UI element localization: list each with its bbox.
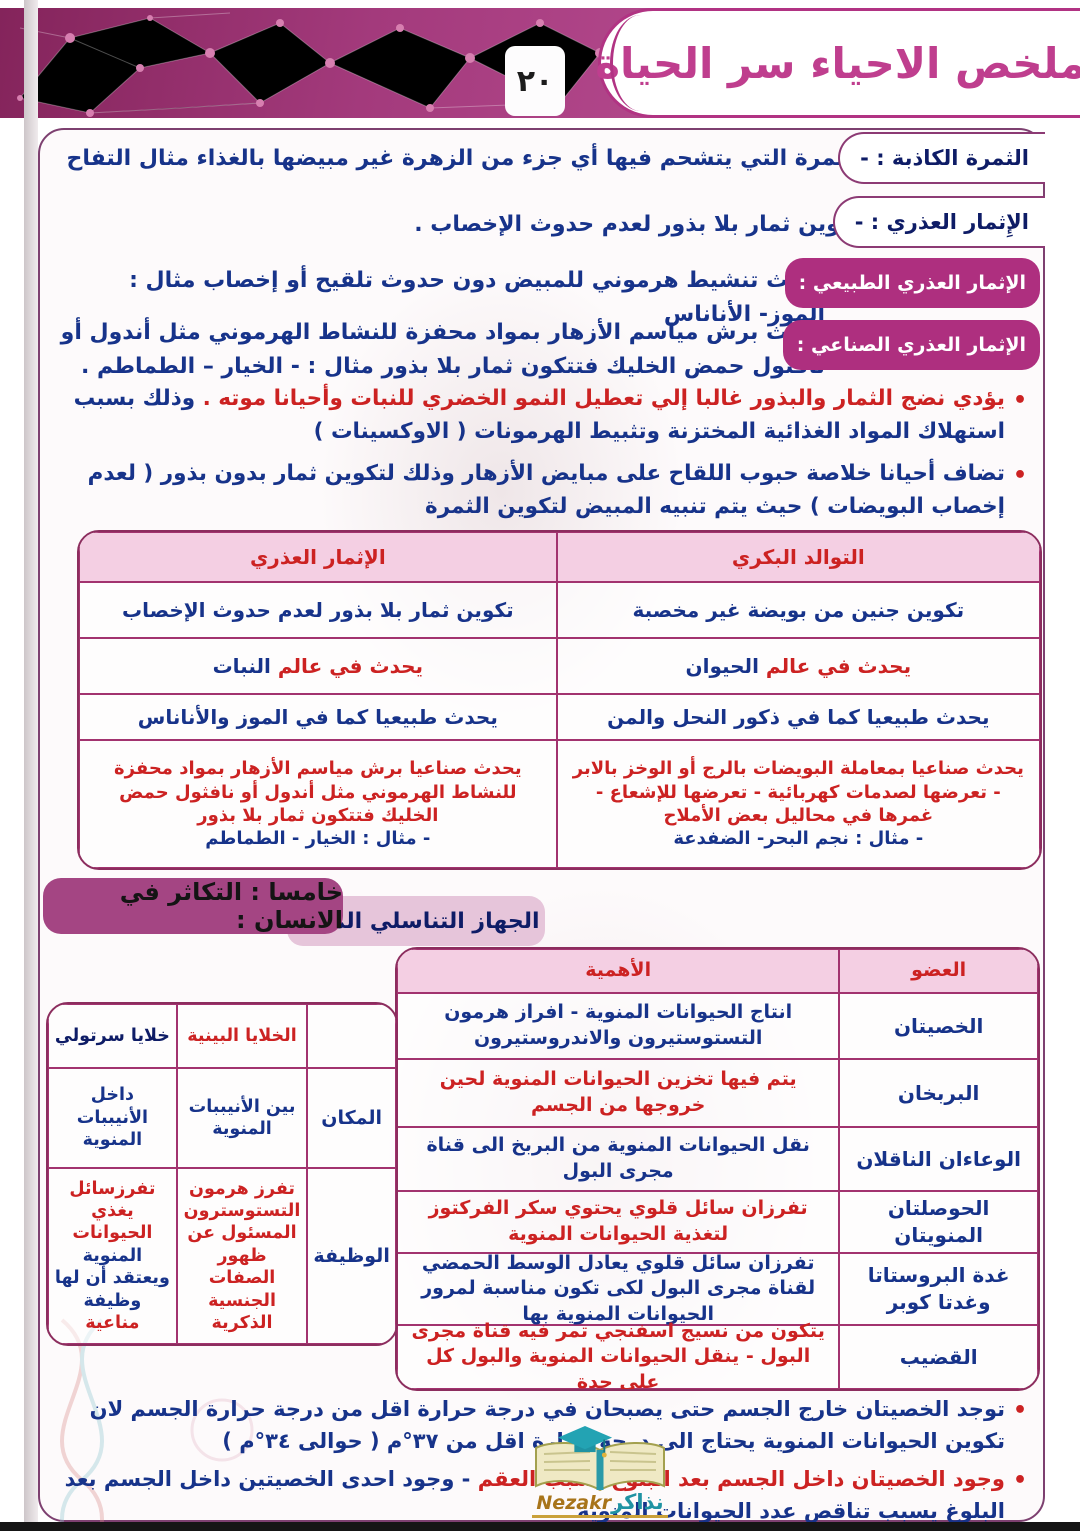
- compare-r2-left-blue: النبات: [212, 653, 271, 678]
- false-fruit-label: الثمرة الكاذبة : -: [838, 132, 1045, 184]
- organ-name: القضيب: [839, 1325, 1038, 1389]
- sertoli-func-red1: تفرزسائل يغذي الحيوانات: [69, 1178, 156, 1244]
- watermark-arabic: نذاكر: [611, 1490, 664, 1514]
- nezakr-watermark: نذاكرNezakr: [520, 1426, 680, 1530]
- scan-bottom-bar: [0, 1522, 1080, 1531]
- artificial-parthenocarpy-text: يحدث برش مياسم الأزهار بمواد محفزة للنشا…: [60, 320, 825, 379]
- compare-r2-left-red: يحدث في عالم: [277, 653, 424, 678]
- organ-name: البربخان: [839, 1059, 1038, 1127]
- testis-cells-table: الخلايا البينية خلايا سرتولي المكان بين …: [46, 1002, 398, 1346]
- watermark-text: نذاكرNezakr: [532, 1490, 668, 1518]
- page-edge-strip: [24, 0, 38, 1531]
- organ-name: غدة البروستاتا وغدتا كوبر: [839, 1253, 1038, 1325]
- parthenocarpy-label: الإِثمار العذري : -: [832, 196, 1045, 248]
- compare-header-parthenocarpy: الإثمار العذري: [79, 532, 557, 582]
- constellation-graphic: [17, 12, 651, 117]
- cells-place-interstitial: بين الأنيببات المنوية: [176, 1068, 308, 1168]
- compare-r1-right: تكوين جنين من بويضة غير مخصبة: [556, 582, 1040, 638]
- cells-header-empty: [307, 1004, 396, 1068]
- watermark-latin: Nezakr: [536, 1492, 612, 1514]
- false-fruit-definition: الثمرة التي يتشحم فيها أي جزء من الزهرة …: [66, 146, 861, 171]
- content-frame: الثمرة الكاذبة : - الثمرة التي يتشحم فيه…: [38, 128, 1045, 1531]
- page-title: ملخص الاحياء سر الحياة: [595, 38, 1080, 88]
- compare-r3-right: يحدث طبيعيا كما في ذكور النحل والمن: [556, 694, 1040, 740]
- note-ripening-blue: وذلك بسبب استهلاك المواد الغذائية المختز…: [73, 386, 1005, 444]
- parthenocarpy-definition: تكوين ثمار بلا بذور لعدم حدوث الإخصاب .: [414, 212, 861, 237]
- cells-place-sertoli: داخل الأنيببات المنوية: [48, 1068, 177, 1168]
- top-notes: • يؤدي نضج الثمار والبذور غالبا إلي تعطي…: [58, 382, 1027, 532]
- organ-importance: يتم فيها تخزين الحيوانات المنوية لحين خر…: [397, 1059, 840, 1127]
- network-pattern-art: [0, 8, 665, 118]
- bullet-dot-icon: •: [1012, 1468, 1027, 1493]
- dna-doodle: [60, 1318, 254, 1531]
- organs-table: العضو الأهمية الخصيتان انتاج الحيوانات ا…: [395, 947, 1040, 1391]
- sertoli-func-red2: مناعية: [85, 1312, 140, 1333]
- comparison-table: التوالد البكري الإثمار العذري تكوين جنين…: [77, 530, 1042, 870]
- organ-name: الوعاءان الناقلان: [839, 1127, 1038, 1191]
- compare-r2-right-blue: الحيوان: [685, 653, 759, 678]
- compare-r2-right-red: يحدث في عالم: [765, 653, 912, 678]
- compare-r4-left: يحدث صناعيا برش مياسم الأزهار بمواد محفز…: [79, 740, 557, 868]
- compare-r4-left-main: يحدث صناعيا برش مياسم الأزهار بمواد محفز…: [114, 758, 522, 826]
- compare-r4-right-example: - مثال : نجم البحر- الضفدعة: [673, 828, 924, 850]
- organ-importance: تفرزان سائل قلوي يعادل الوسط الحمضي لقنا…: [397, 1252, 840, 1325]
- page-number-badge: ٢٠: [505, 46, 565, 116]
- cells-function-interstitial: تفرز هرمون التستوسترون المسئول عن ظهور ا…: [176, 1168, 308, 1344]
- organ-name: الخصيتان: [839, 993, 1038, 1059]
- note-ripening-red: يؤدي نضج الثمار والبذور غالبا إلي تعطيل …: [202, 386, 1005, 411]
- note-pollen-extract-text: تضاف أحيانا خلاصة حبوب اللقاح على مبايض …: [87, 461, 1005, 519]
- graduation-cap-icon: [556, 1426, 614, 1460]
- cells-header-sertoli: خلايا سرتولي: [48, 1004, 177, 1068]
- bullet-dot-icon: •: [1012, 1398, 1027, 1423]
- cells-row-place-label: المكان: [307, 1068, 396, 1168]
- cells-row-function-label: الوظيفة: [307, 1168, 396, 1344]
- note-infertility-blue: - وجود احدى الخصيتين داخل الجسم بعد البل…: [64, 1467, 1005, 1523]
- organs-header-importance: الأهمية: [397, 949, 840, 993]
- note-testes-temperature-text: توجد الخصيتان خارج الجسم حتى يصبحان في د…: [89, 1397, 1005, 1453]
- title-plate: ملخص الاحياء سر الحياة: [595, 8, 1080, 118]
- note-pollen-extract: • تضاف أحيانا خلاصة حبوب اللقاح على مباي…: [58, 457, 1027, 523]
- cells-function-sertoli: تفرزسائل يغذي الحيوانات المنوية ويعتقد أ…: [48, 1168, 177, 1344]
- compare-r4-right: يحدث صناعيا بمعاملة البويضات بالرج أو ال…: [556, 740, 1040, 868]
- compare-r2-right: يحدث في عالم الحيوان: [556, 638, 1040, 694]
- organs-header-organ: العضو: [839, 949, 1038, 993]
- organ-importance: انتاج الحيوانات المنوية - افراز هرمون ال…: [397, 993, 840, 1059]
- natural-parthenocarpy-badge: الإثمار العذري الطبيعي :: [784, 258, 1040, 308]
- bullet-dot-icon: •: [1012, 388, 1027, 413]
- open-book-graphic: [535, 1441, 665, 1492]
- compare-r1-left: تكوين ثمار بلا بذور لعدم حدوث الإخصاب: [79, 582, 557, 638]
- header-banner: ملخص الاحياء سر الحياة ٢٠: [0, 8, 1080, 118]
- compare-header-parthenogenesis: التوالد البكري: [556, 532, 1040, 582]
- organ-importance: تفرزان سائل قلوي يحتوي سكر الفركتوز لتغذ…: [397, 1191, 840, 1253]
- compare-r2-left: يحدث في عالم النبات: [79, 638, 557, 694]
- open-book-icon: [530, 1426, 670, 1492]
- organ-name: الحوصلتان المنويتان: [839, 1191, 1038, 1253]
- section-human-reproduction-badge: خامسا : التكاثر في الانسان :: [43, 878, 343, 934]
- note-ripening: • يؤدي نضج الثمار والبذور غالبا إلي تعطي…: [58, 382, 1027, 448]
- note-testes-temperature: • توجد الخصيتان خارج الجسم حتى يصبحان في…: [54, 1393, 1027, 1457]
- compare-r4-left-example: - مثال : الخيار - الطماطم: [205, 828, 431, 850]
- bullet-dot-icon: •: [1012, 463, 1027, 488]
- sertoli-func-blue: المنوية ويعتقد أن لها وظيفة: [54, 1245, 170, 1311]
- compare-r3-left: يحدث طبيعيا كما في الموز والأناناس: [79, 694, 557, 740]
- organ-importance: نقل الحيوانات المنوية من البربخ الى قناة…: [397, 1127, 840, 1191]
- cells-header-interstitial: الخلايا البينية: [176, 1004, 308, 1068]
- artificial-parthenocarpy-badge: الإثمار العذري الصناعي :: [782, 320, 1040, 370]
- organ-importance: يتكون من نسيج اسفنجي تمر فيه قناة مجرى ا…: [397, 1320, 840, 1389]
- compare-r4-right-main: يحدث صناعيا بمعاملة البويضات بالرج أو ال…: [572, 758, 1024, 826]
